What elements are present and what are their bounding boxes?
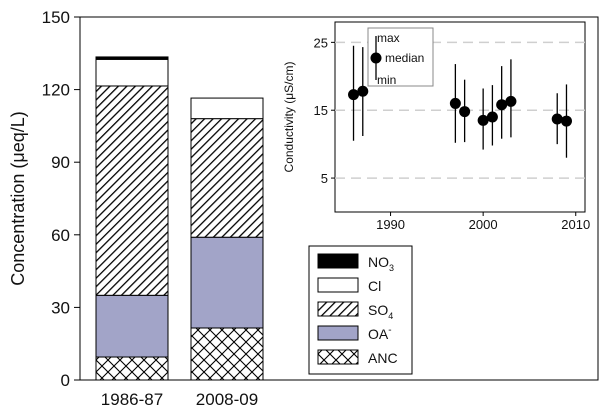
y-tick-label: 0 [61, 371, 70, 390]
median-point [449, 97, 461, 109]
bar-segment [190, 236, 264, 329]
y-tick-label: 5 [321, 171, 328, 186]
x-tick-label: 2000 [469, 217, 498, 232]
median-point [459, 106, 471, 118]
legend: NO3 Cl SO4 OA- ANC [308, 245, 413, 375]
bar-segment [95, 58, 169, 87]
median-point [551, 113, 563, 125]
inset-y-axis-label: Conductivity (μS/cm) [282, 62, 296, 173]
bar-segment [190, 327, 264, 381]
legend-swatch [317, 277, 359, 293]
x-tick-label: 1986-87 [101, 390, 163, 409]
x-tick-label: 2010 [561, 217, 590, 232]
x-tick-label: 1990 [376, 217, 405, 232]
y-axis-label: Concentration (μeq/L) [8, 111, 28, 285]
median-point [486, 111, 498, 123]
key-median-label: median [385, 51, 424, 65]
legend-swatch [317, 325, 359, 341]
legend-swatch [317, 301, 359, 317]
legend-swatch [317, 253, 359, 269]
y-tick-label: 150 [42, 8, 70, 27]
legend-swatch [317, 349, 359, 365]
y-tick-label: 15 [314, 103, 328, 118]
y-tick-label: 30 [51, 298, 70, 317]
median-point [505, 95, 517, 107]
median-point [477, 114, 489, 126]
median-point [496, 99, 508, 111]
bar-segment [95, 356, 169, 381]
legend-label: NO3 [368, 254, 394, 273]
y-tick-label: 90 [51, 153, 70, 172]
key-min-label: min [377, 73, 396, 87]
legend-label: SO4 [368, 302, 393, 321]
x-tick-label: 2008-09 [196, 390, 258, 409]
median-point [357, 85, 369, 97]
legend-label: OA- [368, 325, 392, 342]
bar-segment [95, 85, 169, 296]
bar-segment [190, 97, 264, 120]
bar-segment [190, 118, 264, 238]
legend-label: Cl [368, 278, 381, 294]
inset-plot: 5 15 25 1990 2000 2010 Conductivity (μS/cm) max… [282, 21, 590, 232]
median-point [348, 89, 360, 101]
y-tick-label: 25 [314, 35, 328, 50]
bar-segment [95, 294, 169, 358]
key-median-point [370, 52, 382, 64]
legend-label: ANC [368, 350, 398, 366]
bar-segment [95, 56, 169, 60]
y-tick-label: 120 [42, 81, 70, 100]
median-point [560, 115, 572, 127]
key-max-label: max [377, 31, 400, 45]
y-tick-label: 60 [51, 226, 70, 245]
